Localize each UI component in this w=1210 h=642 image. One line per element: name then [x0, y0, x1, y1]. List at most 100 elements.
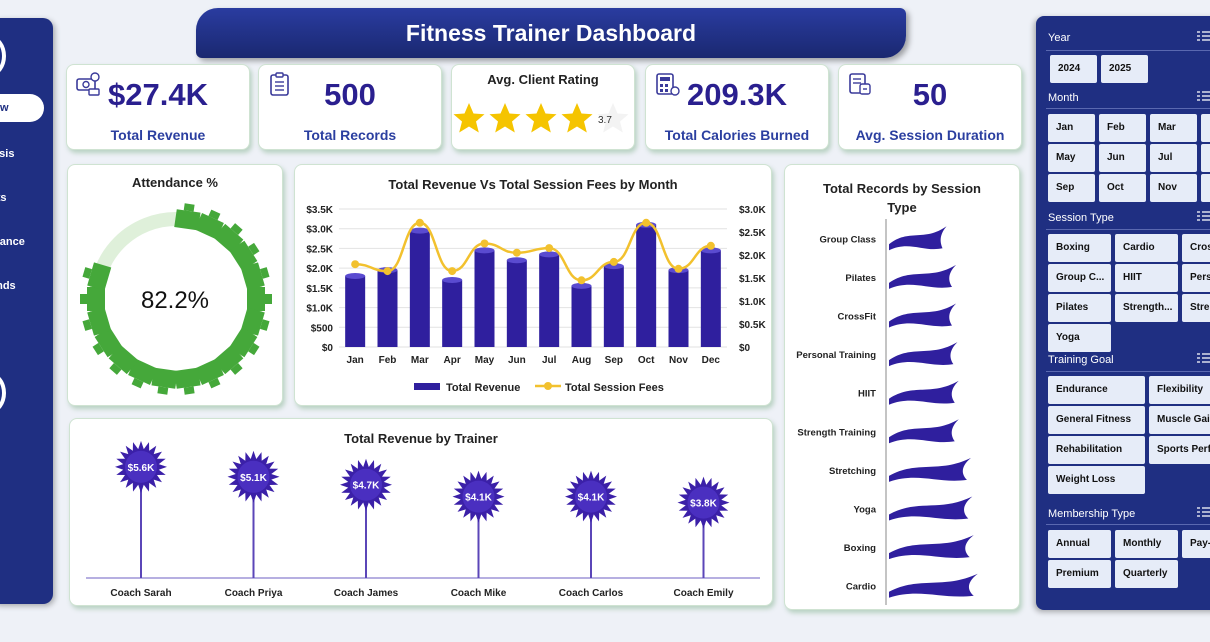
line-point: [415, 218, 424, 227]
revenue-vs-fees-panel: Total Revenue Vs Total Session Fees by M…: [294, 164, 772, 406]
multi-select-icon[interactable]: [1196, 210, 1210, 224]
y-left-tick: $2.5K: [306, 244, 333, 255]
lollipop-core: [125, 450, 157, 483]
filter-session-type-label: Session Type: [1048, 212, 1114, 224]
gauge-piece: [247, 287, 265, 311]
multi-select-icon[interactable]: [1196, 90, 1210, 104]
filter-panel: Year 2024 2025 Month Jan Feb Mar May Jun…: [1036, 16, 1210, 610]
series-line: [355, 221, 712, 282]
kpi-value: $27.4K: [108, 77, 208, 112]
x-tick: Coach James: [334, 588, 399, 599]
nav-item-insights[interactable]: hts: [0, 192, 7, 204]
filter-chip-month[interactable]: Jan: [1048, 114, 1095, 142]
legend-label: Total Session Fees: [565, 382, 664, 394]
nav-item-analysis[interactable]: lysis: [0, 148, 15, 160]
revenue-vs-fees-chart: $0 $500 $1.0K $1.5K $2.0K $2.5K $3.0K $3.5K $0 $0…: [306, 205, 766, 394]
kpi-label: Total Revenue: [110, 127, 206, 143]
lollipop-core: [575, 480, 607, 513]
filter-chip-month[interactable]: Mar: [1150, 114, 1197, 142]
filter-chip-goal[interactable]: Endurance: [1048, 376, 1145, 404]
filter-chip-session[interactable]: Stre: [1182, 294, 1210, 322]
y-left-tick: $3.5K: [306, 205, 333, 216]
x-tick: Apr: [444, 355, 461, 366]
bar: [603, 266, 624, 347]
bar: [889, 380, 959, 405]
gauge-knob: [230, 362, 243, 375]
y-tick: Group Class: [820, 234, 877, 245]
revenue-by-trainer-chart: $5.6K Coach Sarah $5.1K Coach Priya $4.7K Coa…: [86, 440, 760, 599]
line-point: [351, 260, 360, 269]
filter-chip-membership[interactable]: Annual: [1048, 530, 1111, 558]
filter-chip-month-cut[interactable]: [1201, 144, 1210, 172]
filter-chip-session[interactable]: Pers: [1182, 264, 1210, 292]
filter-chip-session[interactable]: Cardio: [1115, 234, 1178, 262]
nav-item-overview[interactable]: w: [0, 94, 44, 122]
y-left-tick: $3.0K: [306, 225, 333, 236]
gauge-piece: [87, 287, 105, 311]
bar: [442, 279, 463, 347]
filter-chip-membership[interactable]: Pay-: [1182, 530, 1210, 558]
y-left-tick: $1.0K: [306, 304, 333, 315]
filter-chip-membership[interactable]: Premium: [1048, 560, 1111, 588]
legend-swatch-bar: [414, 383, 440, 390]
x-tick: Jun: [508, 355, 526, 366]
y-left-tick: $1.5K: [306, 284, 333, 295]
filter-chip-month[interactable]: Oct: [1099, 174, 1146, 202]
nav-item-performance[interactable]: mance: [0, 236, 25, 248]
filter-chip-year[interactable]: 2024: [1050, 55, 1097, 83]
gauge-piece: [229, 240, 258, 271]
gauge-segment: [174, 367, 201, 395]
info-icon[interactable]: [0, 373, 6, 413]
filter-chip-membership[interactable]: Monthly: [1115, 530, 1178, 558]
filter-chip-month[interactable]: May: [1048, 144, 1095, 172]
filter-chip-month[interactable]: Jul: [1150, 144, 1197, 172]
filter-chip-month[interactable]: Sep: [1048, 174, 1095, 202]
filter-chip-session[interactable]: HIIT: [1115, 264, 1178, 292]
kpi-label: Total Records: [303, 127, 397, 143]
filter-chip-session[interactable]: Strength...: [1115, 294, 1178, 322]
filter-chip-goal[interactable]: Muscle Gain: [1149, 406, 1210, 434]
x-tick: Coach Emily: [673, 588, 733, 599]
bar: [889, 496, 973, 521]
gauge-piece: [174, 367, 201, 389]
kpi-client-rating: Avg. Client Rating 3.7: [451, 64, 635, 150]
filter-chip-goal[interactable]: General Fitness: [1048, 406, 1145, 434]
filter-chip-goal[interactable]: Sports Perfo: [1149, 436, 1210, 464]
filter-chip-month[interactable]: Jun: [1099, 144, 1146, 172]
filter-chip-month[interactable]: Nov: [1150, 174, 1197, 202]
filter-chip-session[interactable]: Yoga: [1048, 324, 1111, 352]
filter-chip-month-cut[interactable]: [1201, 114, 1210, 142]
filter-chip-month-cut[interactable]: [1201, 174, 1210, 202]
line-point: [512, 248, 521, 257]
gauge-segment: [213, 223, 244, 254]
filter-chip-session[interactable]: Pilates: [1048, 294, 1111, 322]
gauge-piece: [174, 209, 201, 231]
filter-chip-goal[interactable]: Weight Loss: [1048, 466, 1145, 494]
nav-item-trends[interactable]: ends: [0, 280, 16, 292]
multi-select-icon[interactable]: [1196, 30, 1210, 44]
filter-chip-session[interactable]: Boxing: [1048, 234, 1111, 262]
filter-chip-month[interactable]: Feb: [1099, 114, 1146, 142]
filter-chip-goal[interactable]: Rehabilitation: [1048, 436, 1145, 464]
filter-chip-goal[interactable]: Flexibility: [1149, 376, 1210, 404]
gauge-knob: [92, 342, 104, 356]
attendance-gauge: [80, 203, 272, 395]
bar: [571, 285, 592, 347]
bar-cap: [539, 251, 560, 258]
gauge-segment: [229, 327, 260, 358]
bar: [636, 224, 657, 347]
attendance-value: 82.2%: [140, 287, 210, 314]
gauge-piece: [94, 327, 123, 358]
filter-chip-session[interactable]: Group C...: [1048, 264, 1111, 292]
bar-cap: [603, 263, 624, 270]
y-tick: Stretching: [829, 466, 876, 477]
x-tick: Coach Sarah: [110, 588, 171, 599]
filter-chip-membership[interactable]: Quarterly: [1115, 560, 1178, 588]
star-icon: [489, 103, 521, 133]
multi-select-icon[interactable]: [1196, 506, 1210, 520]
filter-chip-session[interactable]: Cros: [1182, 234, 1210, 262]
side-nav: w lysis hts mance ends: [0, 18, 53, 604]
filter-chip-year[interactable]: 2025: [1101, 55, 1148, 83]
multi-select-icon[interactable]: [1196, 352, 1210, 366]
bar: [539, 254, 560, 347]
